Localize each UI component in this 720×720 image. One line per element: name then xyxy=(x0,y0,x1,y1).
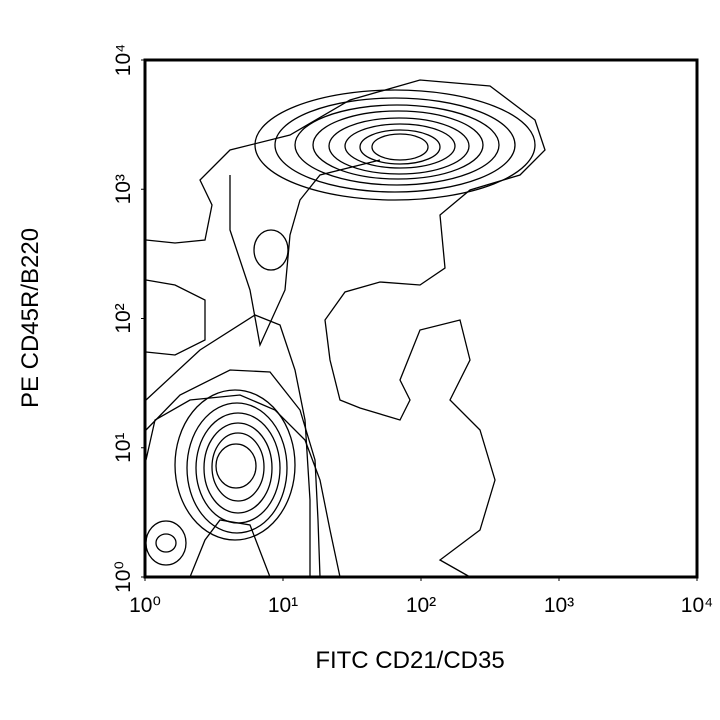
x-tick-label: 10⁴ xyxy=(681,594,713,617)
y-axis-title: PE CD45R/B220 xyxy=(17,228,44,408)
x-tick-label: 10³ xyxy=(544,594,574,617)
contours xyxy=(145,79,546,578)
x-tick-label: 10⁰ xyxy=(129,594,161,617)
y-tick-label: 10⁰ xyxy=(112,561,135,593)
y-tick-label: 10¹ xyxy=(112,433,135,463)
y-tick-label: 10³ xyxy=(112,174,135,204)
y-tick-label: 10⁴ xyxy=(112,44,135,76)
x-tick-label: 10² xyxy=(406,594,436,617)
y-tick-label: 10² xyxy=(112,303,135,333)
x-tick-label: 10¹ xyxy=(268,594,298,617)
x-axis-title: FITC CD21/CD35 xyxy=(315,647,504,674)
